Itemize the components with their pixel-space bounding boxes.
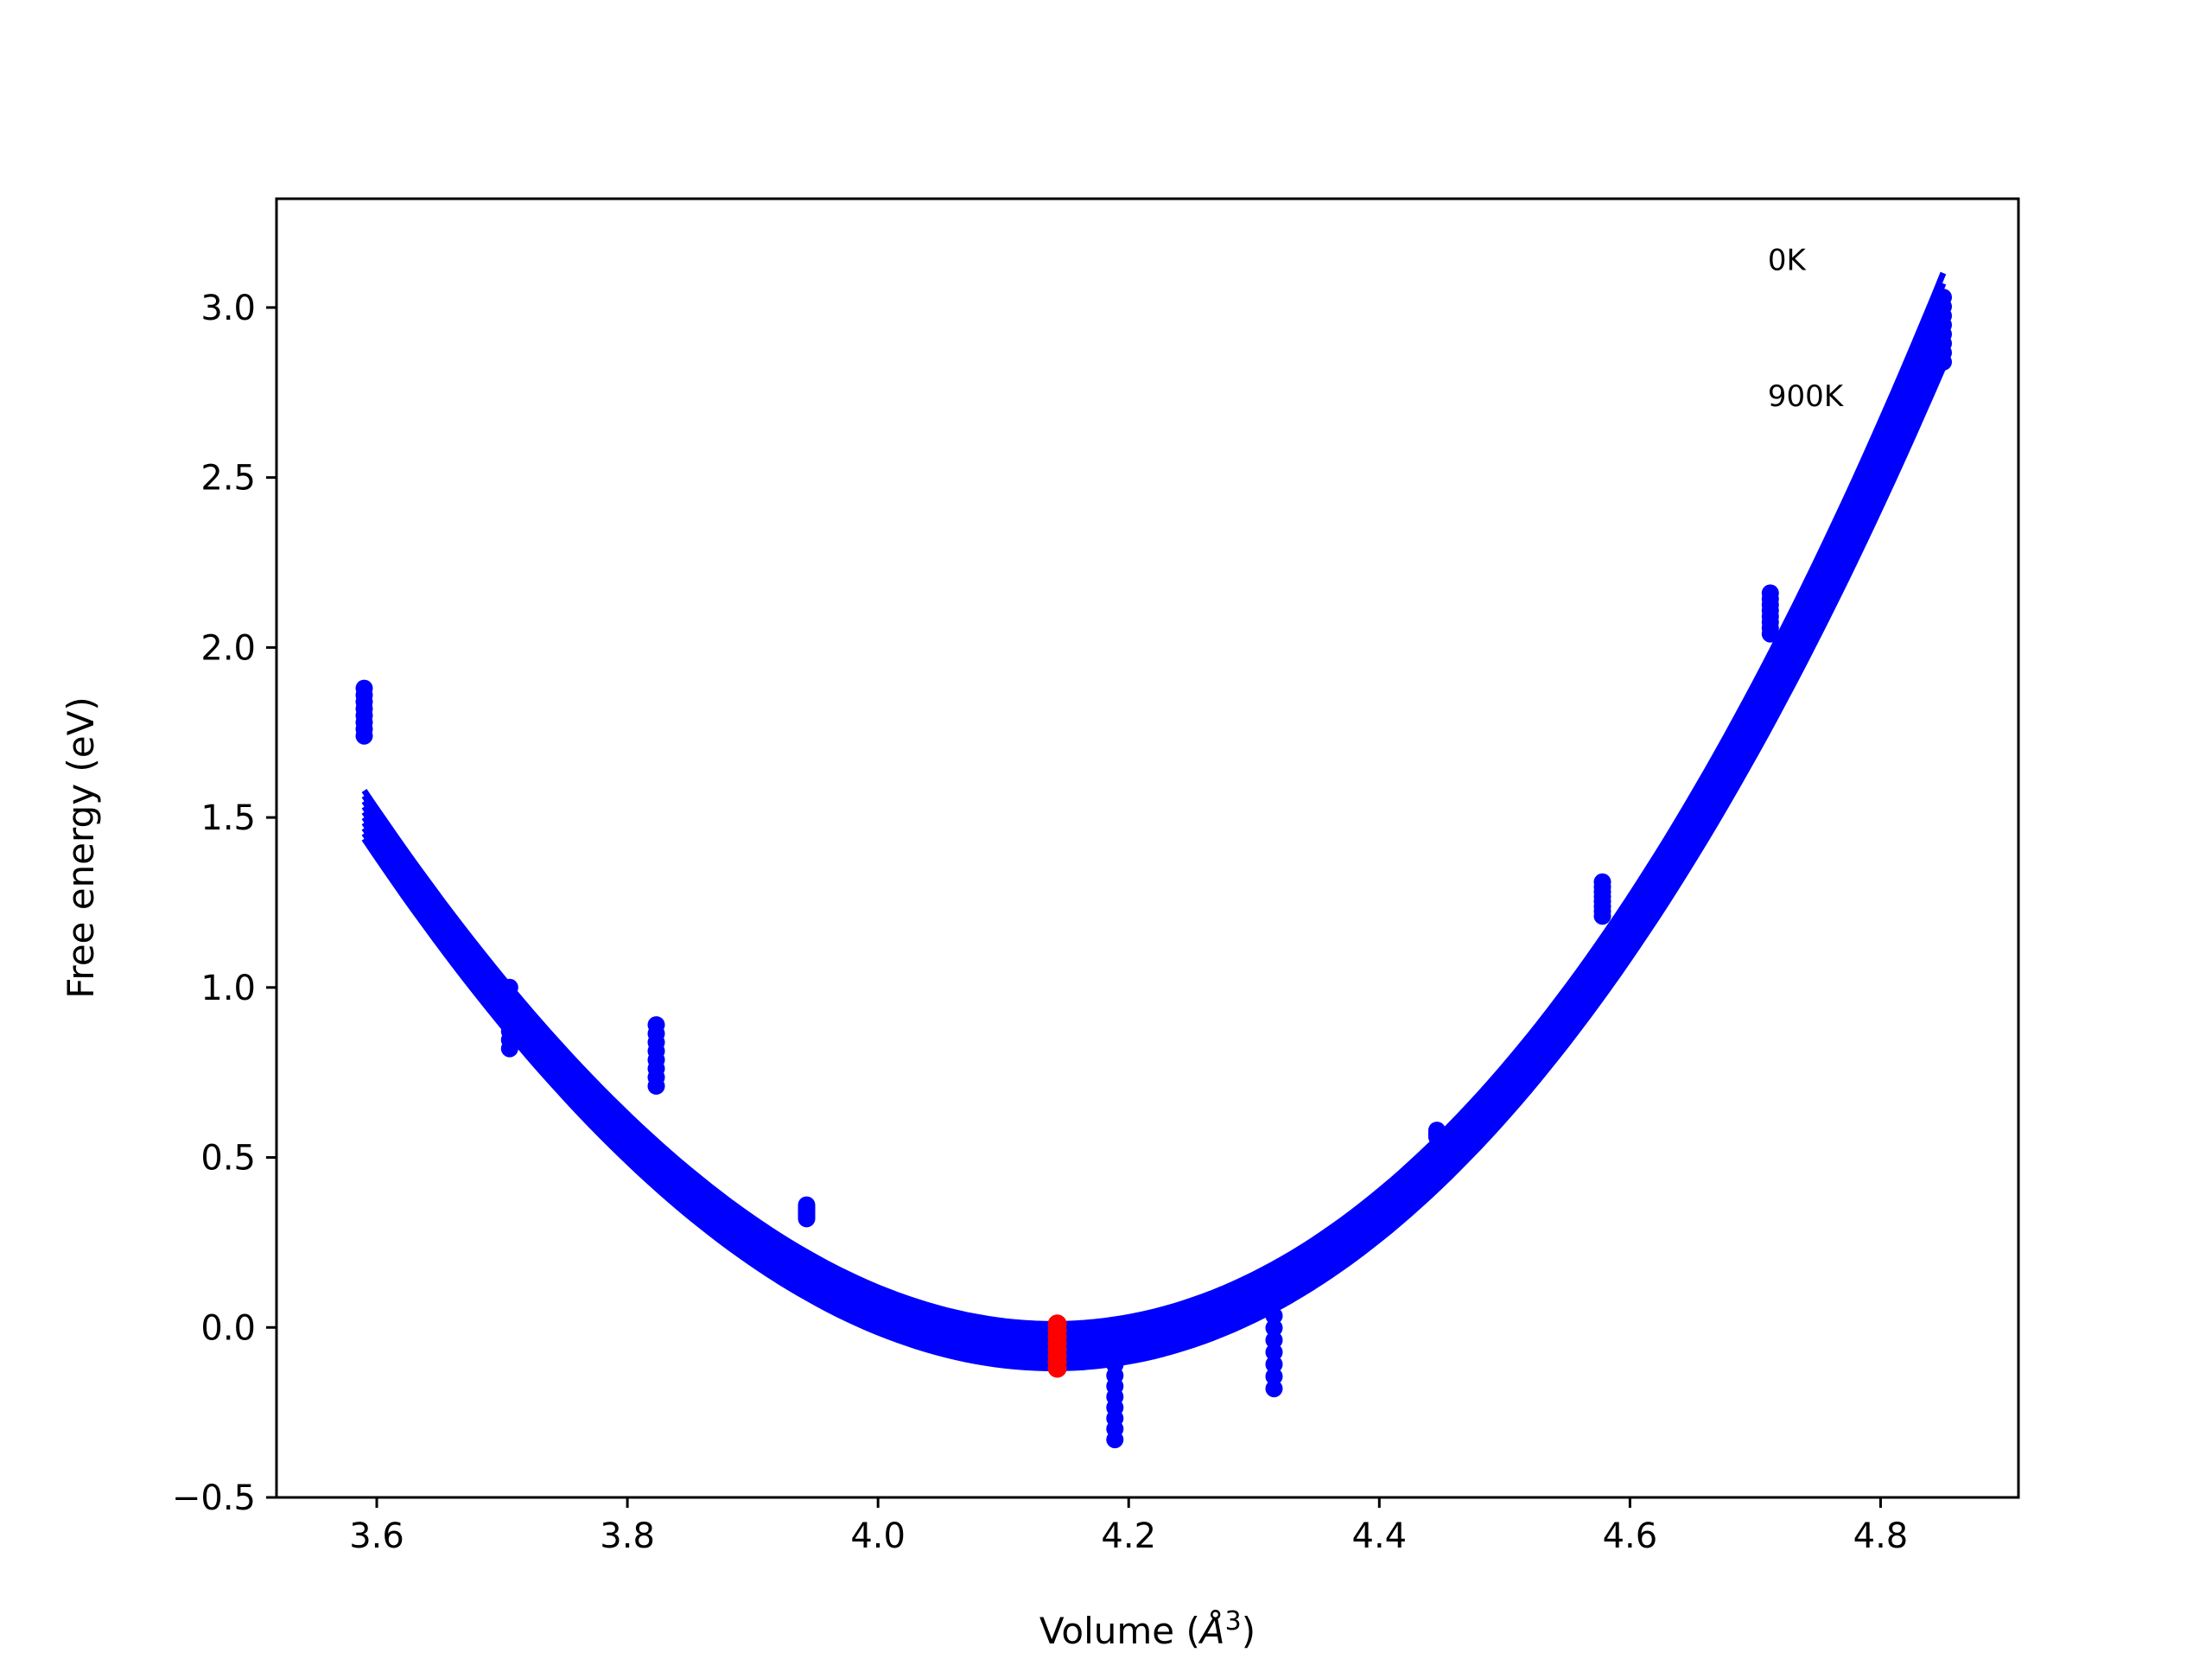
x-axis-ticks: 3.6 3.8 4.0 4.2 4.4 4.6 4.8 bbox=[349, 1497, 1908, 1556]
point-groups bbox=[355, 289, 1952, 1449]
x-axis-label: Volume (Å3) bbox=[1039, 1606, 1255, 1652]
data-point bbox=[355, 679, 373, 697]
curve-line bbox=[361, 355, 1947, 1367]
annotation: 0K bbox=[1768, 244, 1808, 278]
data-point bbox=[1935, 289, 1952, 307]
annotations: 0K 900K bbox=[1768, 244, 1845, 414]
curve-line bbox=[361, 314, 1947, 1347]
x-tick-label: 4.8 bbox=[1853, 1516, 1909, 1556]
curve-line bbox=[361, 292, 1947, 1338]
y-tick-label: −0.5 bbox=[172, 1478, 256, 1518]
y-tick-label: 2.0 bbox=[200, 628, 256, 668]
data-point bbox=[500, 978, 518, 996]
curve-line bbox=[361, 345, 1947, 1362]
x-tick-label: 4.2 bbox=[1101, 1516, 1156, 1556]
highlight-point bbox=[1047, 1314, 1067, 1334]
y-axis-label: Free energy (eV) bbox=[60, 696, 102, 999]
y-tick-label: 1.0 bbox=[200, 969, 256, 1008]
y-tick-label: 2.5 bbox=[200, 459, 256, 499]
x-tick-label: 4.6 bbox=[1603, 1516, 1658, 1556]
x-tick-label: 3.6 bbox=[349, 1516, 404, 1556]
data-point bbox=[1761, 584, 1779, 602]
y-tick-label: 1.5 bbox=[200, 798, 256, 838]
y-tick-label: 0.0 bbox=[200, 1308, 256, 1348]
curve-line bbox=[361, 365, 1947, 1371]
y-tick-label: 0.5 bbox=[200, 1139, 256, 1179]
data-point bbox=[1265, 1319, 1283, 1337]
data-point bbox=[1265, 1306, 1283, 1325]
x-tick-label: 4.4 bbox=[1352, 1516, 1408, 1556]
curve-line bbox=[361, 303, 1947, 1342]
data-point bbox=[1265, 1356, 1283, 1373]
data-point bbox=[1428, 1122, 1446, 1140]
data-point bbox=[1265, 1380, 1283, 1398]
data-point bbox=[798, 1196, 816, 1214]
curve-line bbox=[361, 334, 1947, 1357]
y-axis-ticks: −0.5 0.0 0.5 1.0 1.5 2.0 2.5 3.0 bbox=[172, 289, 276, 1518]
data-point bbox=[1265, 1343, 1283, 1361]
data-point bbox=[1265, 1294, 1283, 1313]
x-tick-label: 3.8 bbox=[600, 1516, 655, 1556]
data-point bbox=[1265, 1368, 1283, 1385]
x-tick-label: 4.0 bbox=[850, 1516, 906, 1556]
curve-line bbox=[361, 282, 1947, 1332]
annotation: 900K bbox=[1768, 379, 1845, 414]
data-point bbox=[647, 1016, 665, 1034]
highlight-points bbox=[1047, 1314, 1067, 1378]
data-point bbox=[1265, 1331, 1283, 1349]
data-point bbox=[1593, 873, 1611, 891]
y-tick-label: 3.0 bbox=[200, 289, 256, 328]
curve-band bbox=[361, 271, 1947, 1371]
data-point bbox=[1106, 1356, 1124, 1374]
curve-line bbox=[361, 324, 1947, 1352]
curve-line bbox=[361, 271, 1947, 1327]
plot-frame bbox=[275, 197, 2020, 1499]
